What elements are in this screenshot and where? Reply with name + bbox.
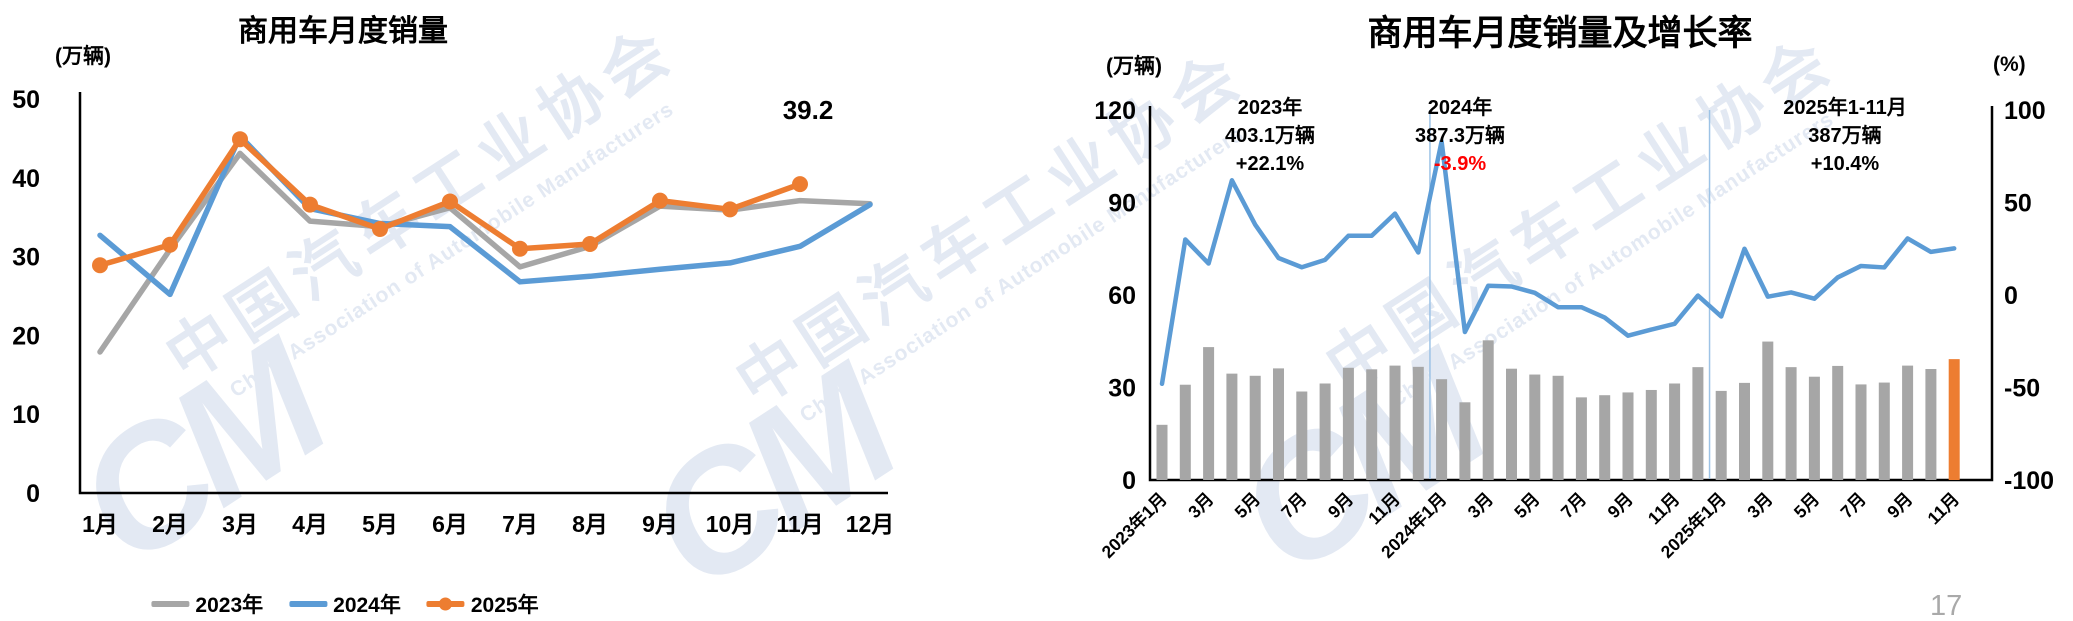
svg-text:50: 50 <box>12 86 40 114</box>
svg-text:9月: 9月 <box>642 511 678 537</box>
annotation-volume: 403.1万辆 <box>1224 125 1316 147</box>
left-chart-unit-label: (万辆) <box>55 45 111 68</box>
svg-text:9月: 9月 <box>1603 489 1636 522</box>
annotation-year: 2024年 <box>1427 97 1493 119</box>
svg-text:11月: 11月 <box>776 511 823 537</box>
svg-text:7月: 7月 <box>1836 489 1869 522</box>
svg-text:30: 30 <box>12 244 40 272</box>
svg-text:0: 0 <box>1122 467 1136 495</box>
svg-text:3月: 3月 <box>1464 489 1497 522</box>
svg-text:-50: -50 <box>2004 375 2040 403</box>
page-number: 17 <box>1930 590 1963 621</box>
legend-item-2024: 2024年 <box>289 589 401 619</box>
legend-swatch-2023 <box>151 601 190 607</box>
svg-text:4月: 4月 <box>292 511 328 537</box>
svg-text:9月: 9月 <box>1324 489 1357 522</box>
svg-text:5月: 5月 <box>1510 489 1543 522</box>
svg-text:50: 50 <box>2004 190 2032 218</box>
svg-text:11月: 11月 <box>1644 489 1684 529</box>
svg-text:9月: 9月 <box>1883 489 1916 522</box>
svg-text:7月: 7月 <box>502 511 538 537</box>
svg-text:3月: 3月 <box>1184 489 1217 522</box>
annotation-2024-total: 2024年 387.3万辆 -3.9% <box>1415 94 1505 178</box>
legend-swatch-2025 <box>426 597 465 611</box>
svg-text:11月: 11月 <box>1923 489 1963 529</box>
legend-swatch-2024 <box>289 601 328 607</box>
annotation-2025-total: 2025年1-11月 387万辆 +10.4% <box>1783 94 1906 178</box>
svg-text:3月: 3月 <box>1743 489 1776 522</box>
svg-text:6月: 6月 <box>432 511 468 537</box>
svg-text:3月: 3月 <box>222 511 258 537</box>
legend-label-2024: 2024年 <box>333 594 401 617</box>
svg-text:30: 30 <box>1108 375 1136 403</box>
annotation-2023-total: 2023年 403.1万辆 +22.1% <box>1225 94 1315 178</box>
svg-text:2023年1月: 2023年1月 <box>1098 489 1171 562</box>
annotation-volume: 387万辆 <box>1808 125 1882 147</box>
legend-marker-dot <box>439 597 453 611</box>
svg-text:20: 20 <box>12 322 40 350</box>
annotation-year: 2023年 <box>1237 97 1303 119</box>
svg-text:2月: 2月 <box>152 511 188 537</box>
svg-text:10: 10 <box>12 401 40 429</box>
svg-text:5月: 5月 <box>362 511 398 537</box>
svg-text:0: 0 <box>26 480 40 508</box>
annotation-growth: +10.4% <box>1810 153 1880 175</box>
legend-item-2023: 2023年 <box>151 589 263 619</box>
svg-text:40: 40 <box>12 165 40 193</box>
right-chart-title: 商用车月度销量及增长率 <box>1367 14 1753 53</box>
annotation-year: 2025年1-11月 <box>1783 97 1907 119</box>
svg-text:-100: -100 <box>2004 467 2054 495</box>
right-chart-left-unit-label: (万辆) <box>1106 55 1162 78</box>
annotation-growth: -3.9% <box>1433 153 1487 175</box>
left-chart-legend: 2023年 2024年 2025年 <box>151 589 539 619</box>
svg-text:1月: 1月 <box>82 511 118 537</box>
legend-label-2023: 2023年 <box>195 594 264 617</box>
svg-text:7月: 7月 <box>1557 489 1590 522</box>
right-chart-right-unit-label: (%) <box>1993 53 2026 76</box>
annotation-growth: +22.1% <box>1235 153 1305 175</box>
annotation-volume: 387.3万辆 <box>1414 125 1506 147</box>
svg-text:5月: 5月 <box>1790 489 1823 522</box>
svg-text:7月: 7月 <box>1277 489 1310 522</box>
legend-item-2025: 2025年 <box>426 589 539 619</box>
svg-text:12月: 12月 <box>846 511 895 537</box>
svg-text:120: 120 <box>1094 97 1136 125</box>
svg-text:60: 60 <box>1108 282 1136 310</box>
svg-text:100: 100 <box>2004 97 2046 125</box>
svg-text:10月: 10月 <box>706 511 755 537</box>
svg-text:8月: 8月 <box>572 511 608 537</box>
left-chart-title: 商用车月度销量 <box>238 15 448 48</box>
data-point-label-nov-2025: 39.2 <box>782 95 834 125</box>
legend-label-2025: 2025年 <box>470 594 539 617</box>
svg-text:0: 0 <box>2004 282 2018 310</box>
svg-text:90: 90 <box>1108 190 1136 218</box>
svg-text:5月: 5月 <box>1231 489 1264 522</box>
svg-text:11月: 11月 <box>1364 489 1404 529</box>
